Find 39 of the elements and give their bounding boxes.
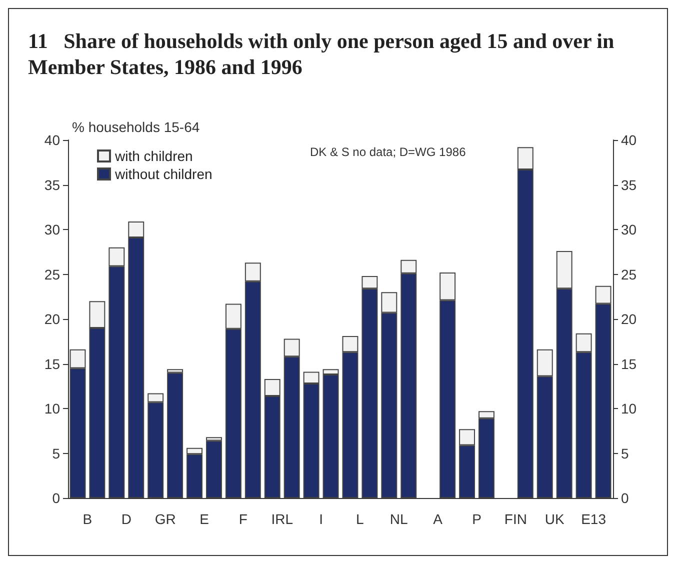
x-tick-label: I <box>319 511 323 527</box>
y2-tick-label: 40 <box>621 132 637 148</box>
legend-label: without children <box>114 166 212 182</box>
y-tick-label: 0 <box>52 490 60 506</box>
x-tick-label: B <box>82 511 92 527</box>
legend-label: with children <box>114 148 193 164</box>
bar <box>167 372 184 498</box>
y-tick-label: 35 <box>44 176 60 193</box>
x-tick-label: L <box>356 511 364 527</box>
y-tick-label: 5 <box>52 445 60 462</box>
y-tick-label: 20 <box>44 311 60 327</box>
x-tick-label: NL <box>390 511 408 527</box>
x-tick-label: A <box>433 511 444 527</box>
y2-tick-label: 10 <box>621 400 637 416</box>
bar <box>206 440 222 498</box>
y2-tick-label: 30 <box>621 222 637 238</box>
chart-title: 11 Share of households with only one person aged 15 and over in Member States, 1986 and 1996 <box>28 28 616 80</box>
x-tick-label: UK <box>544 511 565 527</box>
y2-tick-label: 35 <box>621 176 637 193</box>
y-tick-label: 25 <box>44 266 60 282</box>
annotation: DK & S no data; D=WG 1986 <box>310 145 466 159</box>
y2-tick-label: 20 <box>621 311 637 327</box>
y-tick-label: 30 <box>44 222 60 238</box>
x-tick-label: E13 <box>581 511 606 527</box>
x-tick-label: D <box>121 511 132 527</box>
y2-tick-label: 15 <box>621 356 637 372</box>
x-tick-label: P <box>472 511 482 527</box>
y2-tick-label: 5 <box>621 445 629 462</box>
x-tick-label: F <box>238 511 248 527</box>
x-tick-label: GR <box>154 511 176 527</box>
y-tick-label: 40 <box>44 132 60 148</box>
x-tick-label: IRL <box>271 511 294 527</box>
y-axis-title: % households 15-64 <box>72 119 200 135</box>
x-tick-label: FIN <box>504 511 527 527</box>
y2-tick-label: 0 <box>621 490 629 506</box>
y2-tick-label: 25 <box>621 266 637 282</box>
x-tick-label: E <box>200 511 209 527</box>
y-tick-label: 10 <box>44 400 60 416</box>
y-tick-label: 15 <box>44 356 60 372</box>
